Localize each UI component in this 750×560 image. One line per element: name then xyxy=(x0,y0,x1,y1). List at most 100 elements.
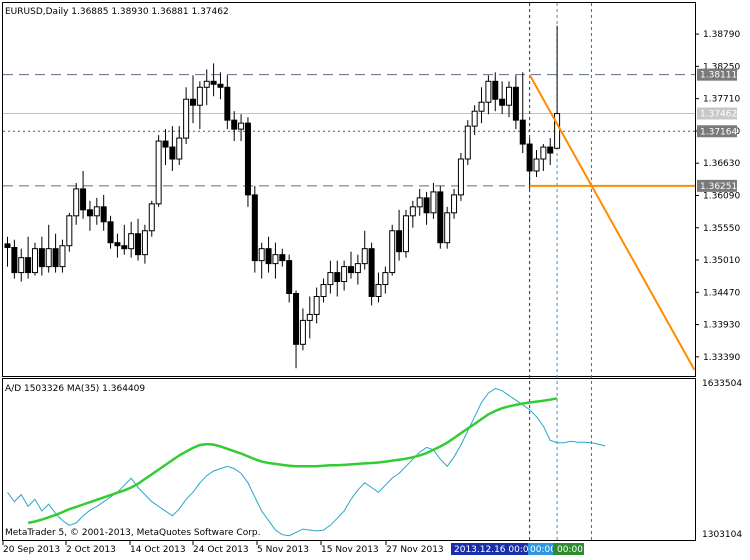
candle[interactable] xyxy=(231,111,238,142)
price-badges: 1.38111 1.37462 1.37164 1.36251 xyxy=(697,68,737,192)
candle[interactable] xyxy=(471,105,478,136)
candle[interactable] xyxy=(464,120,471,165)
candle[interactable] xyxy=(437,185,444,249)
candle[interactable] xyxy=(80,170,87,219)
candle[interactable] xyxy=(526,138,533,189)
candle[interactable] xyxy=(402,209,409,258)
candle[interactable] xyxy=(114,233,121,258)
candle[interactable] xyxy=(382,266,389,294)
candle[interactable] xyxy=(457,153,464,201)
price-tick-label: 1.37710 xyxy=(703,95,740,105)
candle[interactable] xyxy=(409,200,416,228)
main-plot-frame[interactable] xyxy=(2,2,696,377)
trendline[interactable] xyxy=(528,74,696,371)
candle[interactable] xyxy=(320,278,327,303)
candle[interactable] xyxy=(499,81,506,115)
candle[interactable] xyxy=(554,25,561,149)
candle[interactable] xyxy=(73,182,80,225)
candle[interactable] xyxy=(148,200,155,237)
candle[interactable] xyxy=(348,251,354,279)
candle[interactable] xyxy=(313,287,320,324)
candle[interactable] xyxy=(4,236,11,267)
candle[interactable] xyxy=(31,242,38,276)
candle[interactable] xyxy=(354,254,361,285)
candle[interactable] xyxy=(59,239,66,273)
candle[interactable] xyxy=(423,191,430,225)
candle[interactable] xyxy=(93,197,100,225)
candle[interactable] xyxy=(121,224,128,255)
candle[interactable] xyxy=(451,188,458,219)
candle[interactable] xyxy=(135,218,142,261)
candle-body xyxy=(354,263,361,274)
candle[interactable] xyxy=(361,230,368,270)
candle[interactable] xyxy=(210,63,217,97)
candle[interactable] xyxy=(244,117,251,207)
candle[interactable] xyxy=(196,81,203,130)
indicator-header: A/D 1503326 MA(35) 1.364409 xyxy=(5,384,145,394)
candle[interactable] xyxy=(396,209,403,261)
candle-body xyxy=(176,137,183,160)
candle[interactable] xyxy=(169,126,176,171)
candle[interactable] xyxy=(238,114,245,142)
candle[interactable] xyxy=(162,129,169,165)
candle[interactable] xyxy=(485,75,492,115)
candle[interactable] xyxy=(217,72,224,100)
candle[interactable] xyxy=(176,126,183,165)
candle[interactable] xyxy=(86,200,93,231)
candle[interactable] xyxy=(293,290,300,369)
candle[interactable] xyxy=(272,242,279,279)
candle[interactable] xyxy=(18,248,25,282)
candle[interactable] xyxy=(286,254,293,303)
candle[interactable] xyxy=(265,236,272,273)
candle[interactable] xyxy=(66,212,73,252)
candle[interactable] xyxy=(327,260,334,294)
candle-body xyxy=(66,215,73,247)
candles xyxy=(4,25,561,369)
candle[interactable] xyxy=(341,260,348,291)
candle[interactable] xyxy=(128,221,135,258)
candle[interactable] xyxy=(334,260,341,297)
current-price-badge-label: 1.37462 xyxy=(700,109,737,119)
candle[interactable] xyxy=(141,224,148,264)
candle[interactable] xyxy=(540,144,547,171)
candle[interactable] xyxy=(11,239,18,279)
candle-body xyxy=(478,101,485,112)
resistance-price-badge-label: 1.38111 xyxy=(700,71,737,81)
candle[interactable] xyxy=(506,81,513,118)
candle-body xyxy=(52,248,59,268)
candle[interactable] xyxy=(38,236,45,276)
candle[interactable] xyxy=(251,185,258,273)
candle-body xyxy=(148,203,155,232)
candle[interactable] xyxy=(430,182,437,219)
candle-body xyxy=(451,194,458,214)
candle[interactable] xyxy=(389,224,396,276)
candle[interactable] xyxy=(375,272,382,303)
candle[interactable] xyxy=(258,242,265,279)
candle[interactable] xyxy=(279,248,286,267)
candle[interactable] xyxy=(189,75,196,124)
candle[interactable] xyxy=(478,87,485,124)
candle[interactable] xyxy=(183,87,190,145)
candle[interactable] xyxy=(492,72,499,112)
candle[interactable] xyxy=(100,194,107,231)
candle[interactable] xyxy=(299,308,306,351)
time-axis[interactable]: 20 Sep 2013 2 Oct 2013 14 Oct 2013 24 Oct 2… xyxy=(2,541,444,555)
candle[interactable] xyxy=(25,236,32,279)
resistance-price-badge xyxy=(697,68,737,81)
candle[interactable] xyxy=(416,188,423,216)
indicator-plot-frame[interactable] xyxy=(2,378,696,541)
candle[interactable] xyxy=(547,138,554,165)
candle[interactable] xyxy=(368,242,375,306)
candle[interactable] xyxy=(107,215,114,249)
candle[interactable] xyxy=(45,224,52,273)
candle[interactable] xyxy=(444,206,451,249)
candle[interactable] xyxy=(519,72,526,154)
candle[interactable] xyxy=(52,233,59,273)
candle[interactable] xyxy=(224,75,231,130)
candle[interactable] xyxy=(512,75,519,130)
candle[interactable] xyxy=(155,135,162,207)
candle[interactable] xyxy=(306,296,313,339)
candle[interactable] xyxy=(203,69,210,106)
candle[interactable] xyxy=(533,150,540,177)
